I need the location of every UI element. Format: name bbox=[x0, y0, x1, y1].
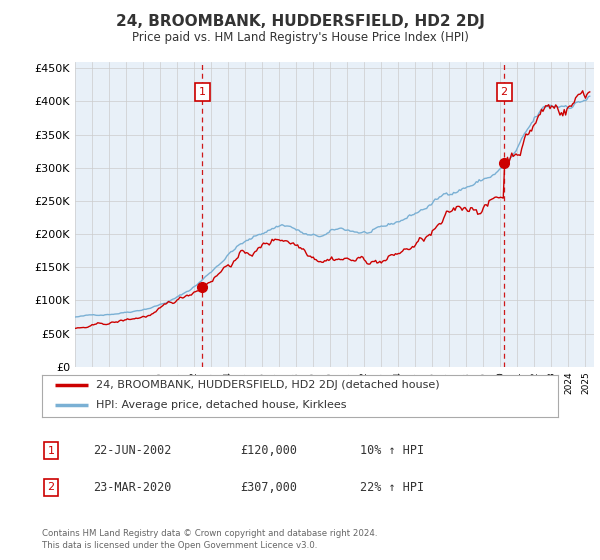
Text: 1: 1 bbox=[199, 87, 206, 97]
Text: 2: 2 bbox=[47, 482, 55, 492]
Text: 24, BROOMBANK, HUDDERSFIELD, HD2 2DJ (detached house): 24, BROOMBANK, HUDDERSFIELD, HD2 2DJ (de… bbox=[96, 380, 440, 390]
Text: 1: 1 bbox=[47, 446, 55, 456]
Text: Contains HM Land Registry data © Crown copyright and database right 2024.
This d: Contains HM Land Registry data © Crown c… bbox=[42, 529, 377, 550]
Text: HPI: Average price, detached house, Kirklees: HPI: Average price, detached house, Kirk… bbox=[96, 400, 347, 410]
Text: 10% ↑ HPI: 10% ↑ HPI bbox=[360, 444, 424, 458]
Text: 22-JUN-2002: 22-JUN-2002 bbox=[93, 444, 172, 458]
Text: £120,000: £120,000 bbox=[240, 444, 297, 458]
Text: 23-MAR-2020: 23-MAR-2020 bbox=[93, 480, 172, 494]
Text: 24, BROOMBANK, HUDDERSFIELD, HD2 2DJ: 24, BROOMBANK, HUDDERSFIELD, HD2 2DJ bbox=[116, 14, 484, 29]
Text: 22% ↑ HPI: 22% ↑ HPI bbox=[360, 480, 424, 494]
Text: Price paid vs. HM Land Registry's House Price Index (HPI): Price paid vs. HM Land Registry's House … bbox=[131, 31, 469, 44]
Text: £307,000: £307,000 bbox=[240, 480, 297, 494]
Text: 2: 2 bbox=[500, 87, 508, 97]
